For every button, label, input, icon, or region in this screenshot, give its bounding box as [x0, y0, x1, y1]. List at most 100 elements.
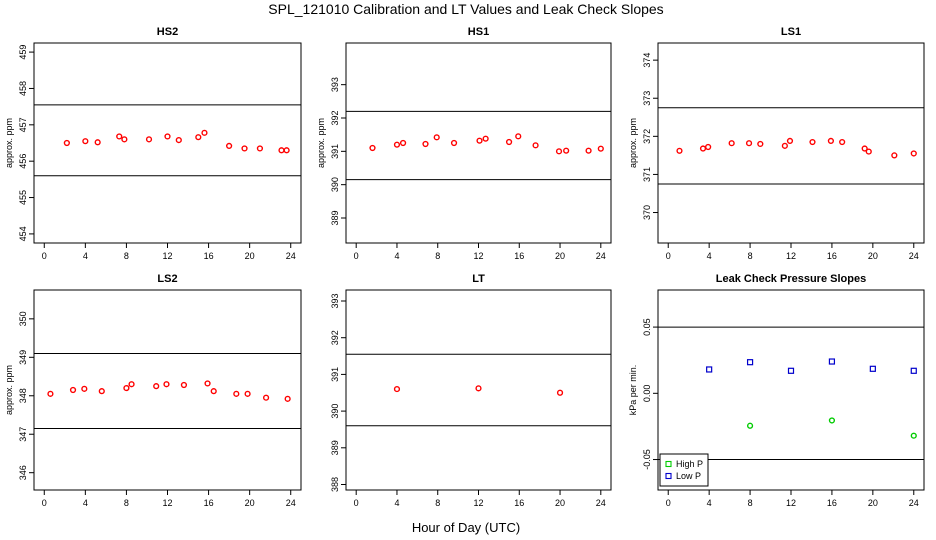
panel-title: LS2 — [157, 273, 177, 285]
x-tick-label: 4 — [394, 251, 399, 261]
y-tick-label: 374 — [642, 53, 652, 68]
data-point — [393, 141, 401, 148]
x-tick-label: 8 — [748, 498, 753, 508]
data-point — [69, 386, 77, 394]
x-tick-label: 16 — [204, 498, 214, 508]
legend-marker — [665, 460, 672, 468]
x-tick-label: 4 — [83, 251, 88, 261]
x-tick-label: 8 — [124, 251, 129, 261]
data-point — [153, 383, 160, 390]
data-point — [433, 134, 440, 141]
y-tick-label: 372 — [642, 129, 652, 144]
data-point — [676, 147, 683, 154]
data-point — [910, 367, 917, 374]
y-tick-label: 454 — [18, 226, 28, 241]
y-axis-label: approx. ppm — [316, 118, 326, 168]
x-tick-label: 24 — [286, 251, 296, 261]
data-point — [505, 138, 513, 146]
data-point — [116, 133, 123, 140]
x-tick-label: 24 — [596, 251, 606, 261]
data-point — [745, 140, 753, 147]
data-point — [861, 145, 868, 152]
chart-panel: HS1 0 4 8 12 16 20 24 389 390 391 392 393 approx. ppm — [316, 26, 612, 261]
data-point — [746, 359, 754, 366]
data-point — [81, 385, 88, 392]
y-tick-label: 370 — [642, 205, 652, 220]
x-tick-label: 0 — [666, 498, 671, 508]
x-tick-label: 12 — [473, 251, 483, 261]
x-tick-label: 0 — [354, 498, 359, 508]
data-point — [123, 384, 130, 392]
data-point — [98, 388, 105, 395]
data-point — [781, 142, 788, 149]
chart-panel: LS2 0 4 8 12 16 20 24 346 347 348 349 350 approx. ppm — [4, 273, 302, 508]
y-tick-label: 0.00 — [642, 385, 652, 403]
x-tick-label: 12 — [786, 251, 796, 261]
data-point — [121, 136, 128, 143]
data-point — [475, 385, 482, 392]
data-point — [128, 381, 135, 388]
data-point — [515, 133, 522, 140]
data-point — [786, 137, 794, 145]
data-point — [827, 137, 835, 145]
data-point — [256, 145, 264, 152]
plot-frame — [33, 42, 302, 244]
data-point — [210, 388, 217, 395]
data-point — [809, 138, 816, 146]
data-point — [201, 129, 208, 136]
panel-title: LS1 — [781, 26, 801, 38]
panel-title: HS1 — [468, 26, 489, 38]
data-point — [82, 138, 89, 145]
x-tick-label: 16 — [514, 251, 524, 261]
x-tick-label: 16 — [514, 498, 524, 508]
x-tick-label: 4 — [394, 498, 399, 508]
data-point — [226, 142, 233, 150]
data-point — [585, 147, 592, 154]
x-tick-label: 12 — [473, 498, 483, 508]
y-tick-label: 456 — [18, 154, 28, 169]
data-point — [757, 140, 764, 148]
data-point — [706, 366, 713, 373]
data-point — [476, 137, 483, 144]
data-point — [891, 152, 898, 159]
data-point — [47, 390, 54, 397]
y-tick-label: 389 — [330, 440, 340, 455]
x-tick-label: 20 — [868, 251, 878, 261]
data-point — [180, 381, 188, 389]
data-point — [699, 145, 707, 152]
data-point — [839, 138, 846, 146]
y-tick-label: 392 — [330, 110, 340, 125]
data-point — [746, 422, 754, 429]
y-axis-label: kPa per min. — [628, 365, 638, 416]
legend: High P Low P — [659, 453, 709, 487]
plot-frame — [33, 289, 302, 491]
data-point — [482, 135, 489, 142]
x-tick-label: 8 — [435, 498, 440, 508]
data-point — [787, 367, 795, 374]
data-point — [284, 395, 291, 402]
x-tick-label: 16 — [827, 498, 837, 508]
y-tick-label: 459 — [18, 45, 28, 60]
y-axis-label: approx. ppm — [628, 118, 638, 168]
panel-title: HS2 — [157, 26, 178, 38]
data-point — [828, 358, 836, 365]
y-tick-label: 392 — [330, 330, 340, 345]
panel-title: LT — [472, 273, 485, 285]
y-tick-label: 371 — [642, 167, 652, 182]
data-point — [555, 148, 563, 155]
data-point — [283, 147, 290, 154]
y-tick-label: 348 — [18, 388, 28, 403]
data-point — [241, 145, 248, 152]
y-tick-label: 373 — [642, 91, 652, 106]
legend-label: Low P — [676, 471, 701, 481]
x-tick-label: 12 — [162, 251, 172, 261]
data-point — [422, 140, 429, 148]
x-tick-label: 12 — [786, 498, 796, 508]
y-tick-label: 346 — [18, 465, 28, 480]
x-tick-label: 0 — [42, 251, 47, 261]
y-tick-label: 388 — [330, 477, 340, 492]
y-tick-label: 391 — [330, 367, 340, 382]
data-point — [450, 139, 458, 147]
data-point — [597, 145, 604, 152]
